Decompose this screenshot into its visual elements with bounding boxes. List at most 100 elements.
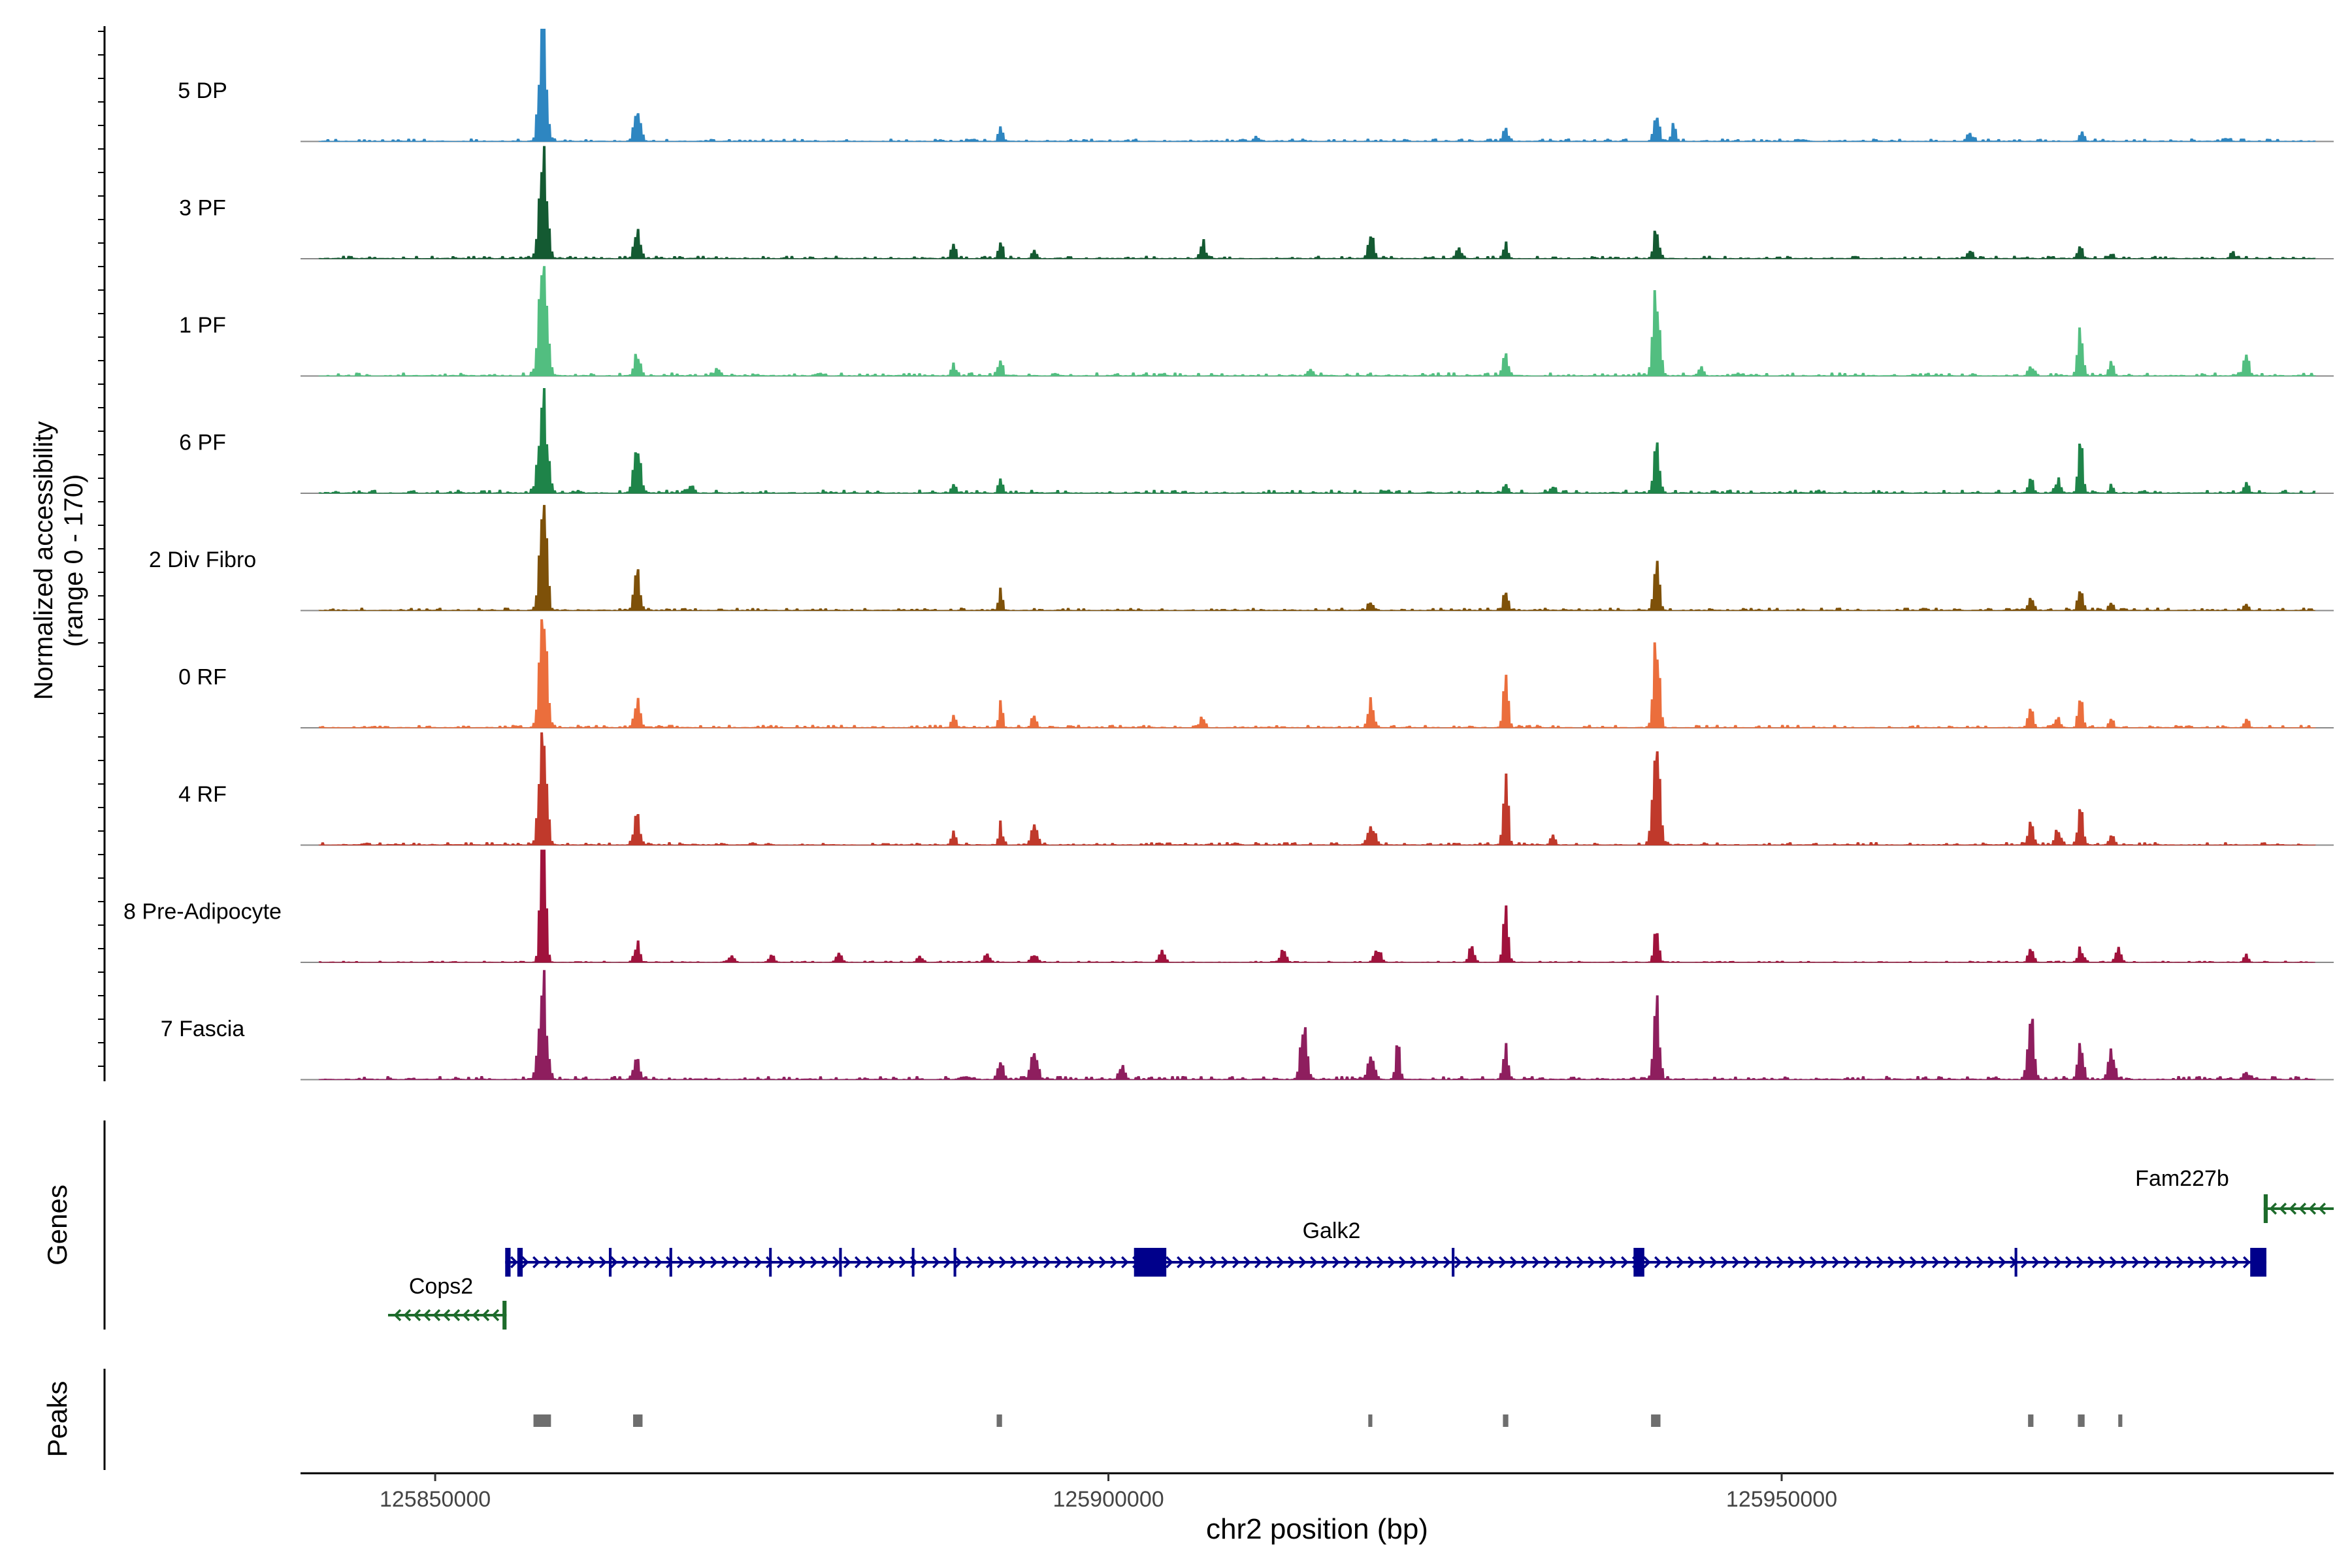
strand-chevron	[1054, 1256, 1062, 1269]
strand-chevron	[2165, 1256, 2173, 1269]
strand-chevron	[888, 1256, 896, 1269]
strand-chevron	[966, 1256, 973, 1269]
strand-chevron	[655, 1256, 662, 1269]
strand-chevron	[1932, 1256, 1940, 1269]
track-label: 5 DP	[178, 78, 227, 103]
strand-chevron	[621, 1256, 629, 1269]
coverage-y-axis-range-label: (range 0 - 170)	[59, 474, 88, 647]
strand-chevron	[1565, 1256, 1573, 1269]
strand-chevron	[2099, 1256, 2106, 1269]
strand-chevron	[943, 1256, 951, 1269]
strand-chevron	[510, 1256, 518, 1269]
coverage-area	[318, 146, 2316, 259]
strand-chevron	[413, 1309, 421, 1322]
strand-chevron	[2021, 1256, 2029, 1269]
peak	[2078, 1414, 2085, 1427]
strand-chevron	[2143, 1256, 2151, 1269]
strand-chevron	[577, 1256, 585, 1269]
x-ticks: 125850000 125900000 125950000	[380, 1473, 1837, 1512]
exon	[2250, 1248, 2266, 1277]
strand-chevron	[491, 1309, 500, 1322]
strand-chevron	[1388, 1256, 1396, 1269]
gene-label: Galk2	[1303, 1218, 1361, 1243]
strand-chevron	[1199, 1256, 1207, 1269]
strand-chevron	[1032, 1256, 1040, 1269]
strand-chevron	[788, 1256, 796, 1269]
strand-chevron	[1643, 1256, 1651, 1269]
gene-label: Fam227b	[2135, 1166, 2229, 1191]
track-8-pre-adipocyte: 8 Pre-Adipocyte	[123, 849, 2334, 963]
strand-chevron	[1688, 1256, 1695, 1269]
strand-chevron	[2076, 1256, 2084, 1269]
exon	[1134, 1248, 1167, 1277]
strand-chevron	[1299, 1256, 1307, 1269]
strand-chevron	[644, 1256, 651, 1269]
strand-chevron	[699, 1256, 707, 1269]
strand-chevron	[1243, 1256, 1251, 1269]
strand-chevron	[1554, 1256, 1562, 1269]
strand-chevron	[1066, 1256, 1073, 1269]
strand-chevron	[1188, 1256, 1196, 1269]
strand-chevron	[710, 1256, 718, 1269]
strand-chevron	[921, 1256, 929, 1269]
strand-chevron	[821, 1256, 829, 1269]
strand-chevron	[393, 1309, 402, 1322]
strand-chevron	[555, 1256, 563, 1269]
peak	[1368, 1414, 1373, 1427]
track-6-pf: 6 PF	[179, 388, 2334, 494]
strand-chevron	[1721, 1256, 1729, 1269]
strand-chevron	[1321, 1256, 1329, 1269]
gene-label: Cops2	[409, 1274, 473, 1299]
coverage-y-ticks	[98, 31, 105, 1067]
strand-chevron	[442, 1309, 451, 1322]
strand-chevron	[1588, 1256, 1595, 1269]
strand-chevron	[2110, 1256, 2117, 1269]
strand-chevron	[1854, 1256, 1862, 1269]
x-axis-label: chr2 position (bp)	[1206, 1513, 1428, 1545]
strand-chevron	[521, 1256, 529, 1269]
track-label: 8 Pre-Adipocyte	[123, 900, 282, 924]
strand-chevron	[732, 1256, 740, 1269]
strand-chevron	[599, 1256, 607, 1269]
strand-chevron	[2154, 1256, 2162, 1269]
strand-chevron	[932, 1256, 940, 1269]
strand-chevron	[2289, 1202, 2297, 1215]
peak	[533, 1414, 551, 1427]
strand-chevron	[1821, 1256, 1829, 1269]
strand-chevron	[688, 1256, 696, 1269]
strand-chevron	[1377, 1256, 1384, 1269]
strand-chevron	[1521, 1256, 1529, 1269]
strand-chevron	[1965, 1256, 1973, 1269]
peak	[1503, 1414, 1509, 1427]
strand-chevron	[2054, 1256, 2062, 1269]
strand-chevron	[2121, 1256, 2129, 1269]
coverage-area	[318, 619, 2317, 728]
track-3-pf: 3 PF	[179, 146, 2334, 259]
strand-chevron	[1443, 1256, 1451, 1269]
exon	[769, 1248, 772, 1277]
gene-fam227b: Fam227b	[2135, 1166, 2334, 1223]
strand-chevron	[743, 1256, 751, 1269]
strand-chevron	[1077, 1256, 1085, 1269]
strand-chevron	[1576, 1256, 1584, 1269]
strand-chevron	[777, 1256, 785, 1269]
strand-chevron	[1887, 1256, 1895, 1269]
exon	[517, 1248, 523, 1277]
coverage-area	[318, 29, 2316, 142]
strand-chevron	[2043, 1256, 2051, 1269]
track-label: 0 RF	[178, 665, 227, 690]
strand-chevron	[832, 1256, 840, 1269]
strand-chevron	[2232, 1256, 2240, 1269]
strand-chevron	[2065, 1256, 2073, 1269]
strand-chevron	[1943, 1256, 1951, 1269]
peak	[2028, 1414, 2034, 1427]
strand-chevron	[1776, 1256, 1784, 1269]
strand-chevron	[810, 1256, 818, 1269]
exon	[502, 1301, 507, 1330]
strand-chevron	[1332, 1256, 1340, 1269]
peak-regions	[533, 1414, 2123, 1427]
strand-chevron	[1465, 1256, 1473, 1269]
strand-chevron	[433, 1309, 441, 1322]
strand-chevron	[677, 1256, 685, 1269]
